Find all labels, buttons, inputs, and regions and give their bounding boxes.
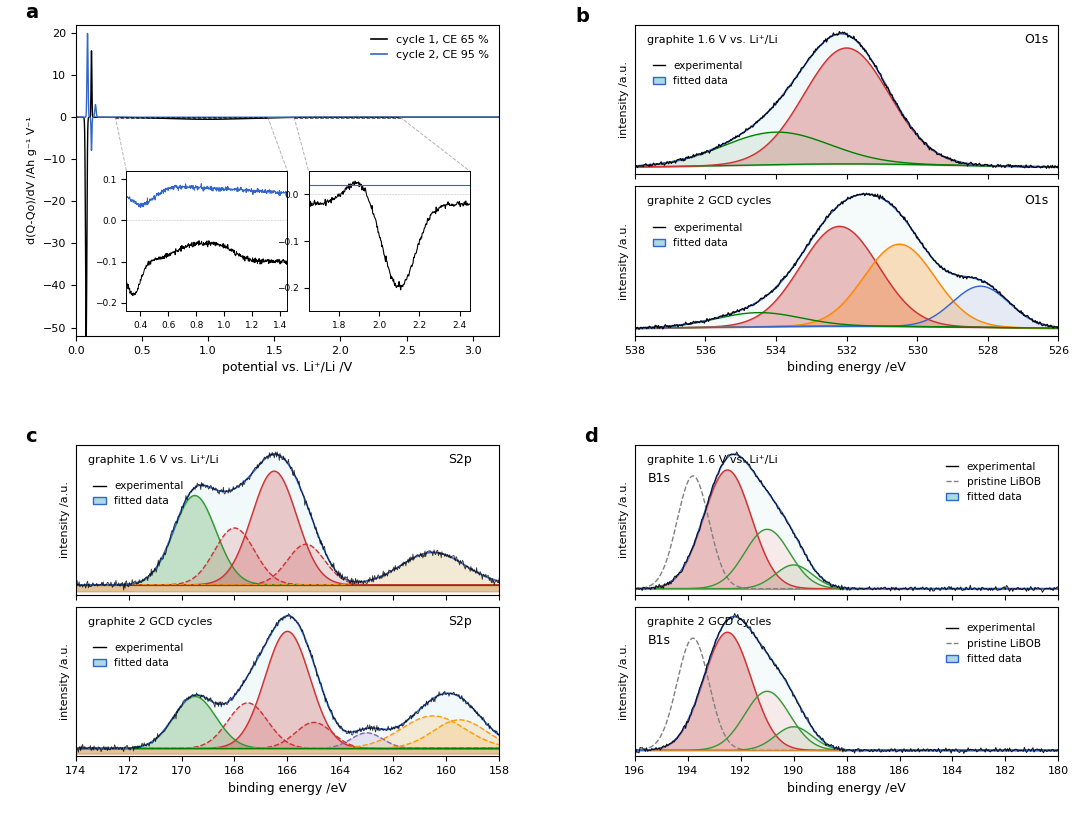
Y-axis label: intensity /a.u.: intensity /a.u. [60,643,70,720]
Y-axis label: intensity /a.u.: intensity /a.u. [619,61,630,138]
Text: b: b [576,7,590,25]
Legend: experimental, fitted data: experimental, fitted data [90,639,188,672]
Text: S2p: S2p [448,453,472,466]
X-axis label: binding energy /eV: binding energy /eV [228,782,347,795]
Legend: experimental, pristine LiBOB, fitted data: experimental, pristine LiBOB, fitted dat… [942,458,1044,506]
Text: O1s: O1s [1025,33,1049,45]
Legend: experimental, fitted data: experimental, fitted data [648,57,747,90]
Legend: experimental, fitted data: experimental, fitted data [90,477,188,510]
Y-axis label: intensity /a.u.: intensity /a.u. [619,223,630,300]
X-axis label: potential vs. Li⁺/Li /V: potential vs. Li⁺/Li /V [222,361,352,374]
Text: B1s: B1s [1008,453,1030,466]
Text: graphite 2 GCD cycles: graphite 2 GCD cycles [648,616,772,626]
Text: graphite 2 GCD cycles: graphite 2 GCD cycles [89,616,213,626]
Text: d: d [584,427,598,446]
Legend: experimental, fitted data: experimental, fitted data [648,219,747,252]
Legend: cycle 1, CE 65 %, cycle 2, CE 95 %: cycle 1, CE 65 %, cycle 2, CE 95 % [366,30,494,65]
Text: a: a [25,3,38,22]
Text: graphite 1.6 V vs. Li⁺/Li: graphite 1.6 V vs. Li⁺/Li [648,455,779,465]
Y-axis label: d(Q-Qo)/dV /Ah g⁻¹ V⁻¹: d(Q-Qo)/dV /Ah g⁻¹ V⁻¹ [27,117,37,244]
Text: O1s: O1s [1025,194,1049,207]
Text: graphite 2 GCD cycles: graphite 2 GCD cycles [648,196,772,206]
Text: B1s: B1s [648,473,671,485]
Text: B1s: B1s [1008,615,1030,627]
Legend: experimental, pristine LiBOB, fitted data: experimental, pristine LiBOB, fitted dat… [942,619,1044,668]
Text: B1s: B1s [648,634,671,647]
X-axis label: binding energy /eV: binding energy /eV [787,361,906,374]
Text: c: c [25,427,37,446]
Y-axis label: intensity /a.u.: intensity /a.u. [619,643,630,720]
Text: S2p: S2p [448,615,472,627]
Y-axis label: intensity /a.u.: intensity /a.u. [619,481,630,558]
Text: graphite 1.6 V vs. Li⁺/Li: graphite 1.6 V vs. Li⁺/Li [648,35,779,44]
Text: graphite 1.6 V vs. Li⁺/Li: graphite 1.6 V vs. Li⁺/Li [89,455,219,465]
X-axis label: binding energy /eV: binding energy /eV [787,782,906,795]
Y-axis label: intensity /a.u.: intensity /a.u. [60,481,70,558]
